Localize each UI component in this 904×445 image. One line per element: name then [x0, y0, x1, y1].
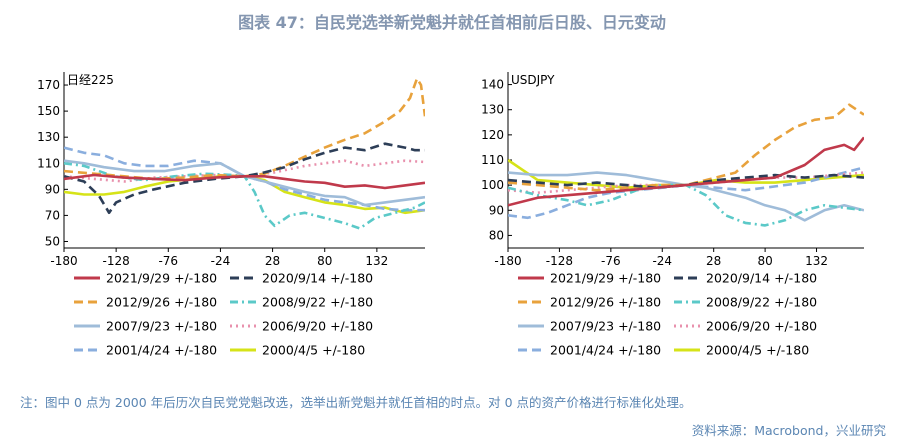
- y-tick-label: 130: [37, 130, 60, 144]
- x-tick-label: 80: [757, 254, 772, 268]
- y-tick-label: 150: [37, 104, 60, 118]
- legend-label: 2006/9/20 +/-180: [262, 319, 373, 334]
- y-tick-label: 100: [481, 178, 504, 192]
- y-tick-label: 140: [481, 78, 504, 92]
- legend-label: 2001/4/24 +/-180: [106, 343, 217, 358]
- y-tick-label: 50: [45, 234, 60, 248]
- x-tick-label: -24: [652, 254, 672, 268]
- y-tick-label: 90: [45, 182, 60, 196]
- series-line: [508, 103, 864, 192]
- legend-label: 2001/4/24 +/-180: [550, 343, 661, 358]
- legend-label: 2008/9/22 +/-180: [706, 295, 817, 310]
- series-line: [508, 136, 864, 207]
- x-tick-label: 80: [317, 254, 332, 268]
- legend-label: 2021/9/29 +/-180: [106, 271, 217, 286]
- chart-title: USDJPY: [511, 73, 555, 87]
- series-line: [64, 159, 425, 207]
- series-line: [508, 183, 864, 227]
- x-tick-label: -180: [494, 254, 521, 268]
- series-line: [64, 162, 425, 230]
- x-tick-label: -128: [546, 254, 573, 268]
- x-tick-label: -128: [103, 254, 130, 268]
- legend-label: 2000/4/5 +/-180: [706, 343, 809, 358]
- legend-label: 2007/9/23 +/-180: [550, 319, 661, 334]
- y-tick-label: 170: [37, 78, 60, 92]
- series-line: [508, 173, 864, 189]
- y-tick-label: 130: [481, 103, 504, 117]
- y-tick-label: 120: [481, 128, 504, 142]
- x-tick-label: -76: [158, 254, 178, 268]
- legend-label: 2006/9/20 +/-180: [706, 319, 817, 334]
- footnote: 注：图中 0 点为 2000 年后历次自民党党魁改选，选举出新党魁并就任首相的时…: [20, 395, 692, 410]
- series-line: [64, 159, 425, 183]
- series-line: [508, 171, 864, 222]
- x-tick-label: 132: [805, 254, 828, 268]
- legend-label: 2012/9/26 +/-180: [106, 295, 217, 310]
- usdjpy-chart: 80 90 100 110 120 130 140 -180 -128 -76 -24 28 80 132…: [481, 72, 864, 358]
- y-tick-label: 110: [37, 156, 60, 170]
- x-tick-label: -180: [50, 254, 77, 268]
- legend-label: 2020/9/14 +/-180: [706, 271, 817, 286]
- legend-label: 2021/9/29 +/-180: [550, 271, 661, 286]
- series-line: [64, 142, 425, 215]
- legend-label: 2007/9/23 +/-180: [106, 319, 217, 334]
- series-line: [64, 173, 425, 190]
- chart-title: 日经225: [67, 73, 114, 87]
- x-tick-label: -24: [211, 254, 231, 268]
- series-group: [64, 77, 425, 230]
- y-tick-label: 90: [489, 203, 504, 217]
- nikkei-chart: 50 70 90 110 130 150 170 -180 -128 -76 -24 28 80 132 日…: [37, 72, 425, 358]
- legend-label: 2012/9/26 +/-180: [550, 295, 661, 310]
- y-tick-label: 110: [481, 153, 504, 167]
- source-note: 资料来源：Macrobond，兴业研究: [691, 423, 886, 438]
- legend-label: 2008/9/22 +/-180: [262, 295, 373, 310]
- x-tick-label: 28: [265, 254, 280, 268]
- series-group: [508, 103, 864, 227]
- legend-label: 2020/9/14 +/-180: [262, 271, 373, 286]
- x-tick-label: 132: [365, 254, 388, 268]
- y-tick-label: 70: [45, 208, 60, 222]
- legend-label: 2000/4/5 +/-180: [262, 343, 365, 358]
- page-title: 图表 47：自民党选举新党魁并就任首相前后日股、日元变动: [238, 13, 666, 32]
- y-tick-label: 80: [489, 228, 504, 242]
- series-line: [64, 77, 425, 181]
- x-tick-label: 28: [706, 254, 721, 268]
- x-tick-label: -76: [601, 254, 621, 268]
